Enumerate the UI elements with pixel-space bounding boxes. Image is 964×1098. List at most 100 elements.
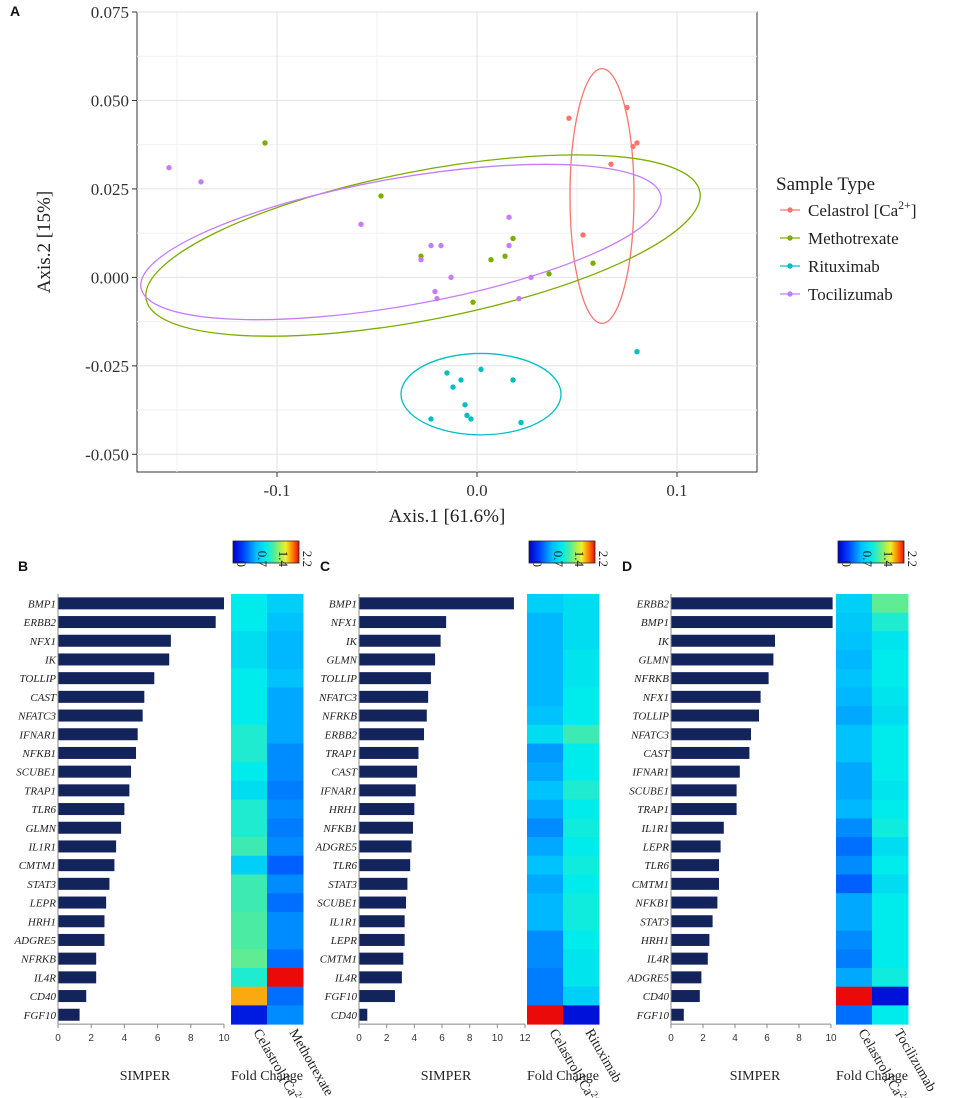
heatmap-cell <box>836 837 873 857</box>
heatmap-cell <box>563 799 600 819</box>
point-celastrol <box>566 115 572 121</box>
heatmap-cell <box>836 781 873 801</box>
bar-x-tick-label: 0 <box>356 1033 362 1044</box>
heatmap-cell <box>872 893 909 913</box>
heatmap-cell <box>872 687 909 707</box>
heatmap-cell <box>231 930 268 950</box>
gene-label: TLR6 <box>333 860 358 872</box>
heatmap-cell <box>563 930 600 950</box>
heatmap-cell <box>836 855 873 875</box>
simper-bar <box>671 728 751 741</box>
gene-label: TOLLIP <box>20 673 57 685</box>
heatmap-cell <box>231 668 268 688</box>
gene-label: STAT3 <box>27 879 56 891</box>
heatmap-cell <box>267 743 304 763</box>
heatmap-cell <box>267 687 304 707</box>
simper-bar <box>359 597 514 610</box>
bar-x-tick-label: 10 <box>825 1033 837 1044</box>
heatmap-cell <box>836 1005 873 1025</box>
simper-bar <box>58 840 117 853</box>
gene-label: NFX1 <box>642 692 669 704</box>
gene-label: ADGRE5 <box>626 972 669 984</box>
heatmap-cell <box>231 837 268 857</box>
simper-bar <box>671 784 737 797</box>
simper-bar <box>58 690 145 703</box>
gene-label: NFKB1 <box>322 823 357 835</box>
legend-label-celastrol-sup: 2+ <box>898 198 911 212</box>
point-rituximab <box>450 384 456 390</box>
gene-label: BMP1 <box>28 598 56 610</box>
fold-change-title: Fold Change <box>527 1069 599 1084</box>
panel-a: A -0.1 0.0 0.1 0.075 0.050 0.025 0.000 -0.025 -0.… <box>10 3 758 527</box>
heatmap-cell <box>836 612 873 632</box>
heatmap-cell <box>527 743 564 763</box>
heatmap-cell <box>836 986 873 1006</box>
heatmap-cell <box>231 855 268 875</box>
gene-label: GLMN <box>326 654 357 666</box>
gene-label: IK <box>345 636 358 648</box>
point-methotrexate <box>502 253 508 259</box>
gene-label: NFATC3 <box>630 729 669 741</box>
simper-bar <box>58 933 105 946</box>
heatmap-cell <box>231 874 268 894</box>
gene-label: HRH1 <box>640 935 669 947</box>
simper-bar <box>671 821 724 834</box>
point-tocilizumab <box>506 242 512 249</box>
colorbar-tick-label: 2.2 <box>300 551 315 567</box>
simper-bar <box>58 765 132 778</box>
point-tocilizumab <box>358 221 364 228</box>
heatmap-cell <box>231 687 268 707</box>
bar-x-tick-label: 10 <box>218 1033 230 1044</box>
heatmap-cell <box>527 724 564 745</box>
gene-label: SCUBE1 <box>16 767 56 779</box>
gene-label: IFNAR1 <box>319 785 357 797</box>
heatmap-cell <box>267 762 304 782</box>
point-rituximab <box>518 419 524 426</box>
gene-label: CAST <box>331 767 358 779</box>
heatmap-cell <box>872 874 909 894</box>
point-rituximab <box>444 370 450 376</box>
gene-label: ERBB2 <box>324 729 358 741</box>
heatmap-column-label-sup: 2+ <box>292 1090 307 1098</box>
point-methotrexate <box>590 260 596 266</box>
simper-bar <box>671 952 708 965</box>
heatmap-cell <box>872 949 909 969</box>
x-tick-label: 0.1 <box>666 481 687 500</box>
gene-label: NFRKB <box>20 954 56 966</box>
gene-label: CD40 <box>30 991 57 1003</box>
simper-bar <box>359 915 405 928</box>
panel-d: D ERBB2 BMP1 IK GLMN NFRKB NFX1 TOLLIP NFATC3 CAS… <box>622 540 938 1098</box>
gene-label: ERBB2 <box>636 598 670 610</box>
simper-bar <box>359 896 407 909</box>
legend-key-dot <box>787 263 793 269</box>
gene-label: HRH1 <box>328 804 357 816</box>
gene-label: LEPR <box>642 841 670 853</box>
y-tick-label: -0.050 <box>85 445 129 464</box>
heatmap-cell <box>872 594 909 614</box>
gene-label: IL1R1 <box>28 841 57 853</box>
heatmap-cell <box>267 1005 304 1025</box>
heatmap-cell <box>563 612 600 632</box>
heatmap-cell <box>872 612 909 632</box>
gene-label: CMTM1 <box>19 860 56 872</box>
simper-bar <box>58 896 107 909</box>
point-methotrexate <box>488 256 494 263</box>
gene-label: IK <box>44 654 57 666</box>
heatmap-cell <box>527 837 564 857</box>
point-tocilizumab <box>418 256 424 263</box>
heatmap-cell <box>563 594 600 614</box>
bar-x-tick-label: 6 <box>155 1033 161 1044</box>
heatmap-cell <box>563 837 600 857</box>
simper-bar <box>359 803 415 816</box>
gene-label: NFKB1 <box>634 898 669 910</box>
gene-label: TRAP1 <box>24 785 56 797</box>
gene-label: TRAP1 <box>637 804 669 816</box>
heatmap-cell <box>836 762 873 782</box>
heatmap-cell <box>563 893 600 913</box>
heatmap-column-label-sup: 2+ <box>588 1090 603 1098</box>
heatmap-cell <box>267 631 304 651</box>
gene-label: BMP1 <box>329 598 357 610</box>
heatmap-cell <box>563 855 600 875</box>
heatmap-cell <box>872 668 909 688</box>
